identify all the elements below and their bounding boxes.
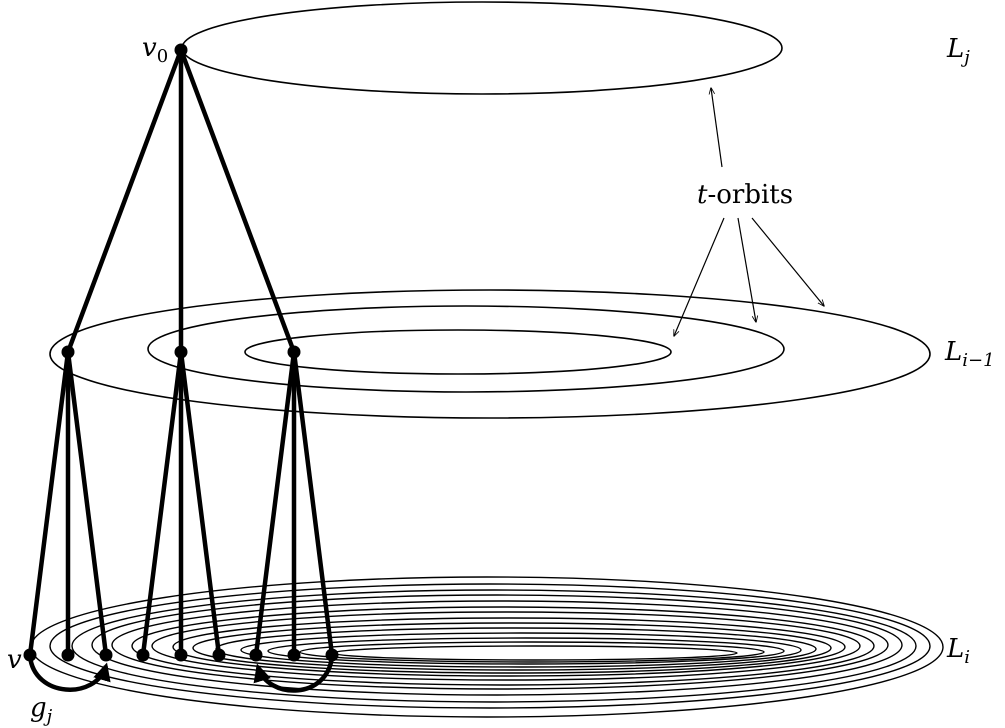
t-orbits-arrows — [674, 88, 824, 336]
edge-left-3 — [65, 349, 109, 658]
vertex — [174, 345, 188, 359]
edge-left-1 — [27, 349, 71, 658]
vertices — [23, 43, 339, 662]
tree-edges-top — [65, 47, 297, 355]
vertex — [174, 648, 188, 662]
level-label-li: Li — [946, 634, 970, 668]
edge-mid-1 — [140, 349, 184, 658]
vertex — [136, 648, 150, 662]
level-li-orbits — [30, 576, 944, 718]
edge-right-1 — [253, 349, 297, 658]
li-orbit — [111, 600, 889, 690]
vertex — [61, 648, 75, 662]
li-orbit — [151, 611, 861, 681]
level-li-1-orbits — [49, 289, 931, 419]
vertex — [287, 345, 301, 359]
lj-orbit — [181, 1, 783, 95]
edge-v0-left — [65, 47, 184, 355]
arrow-to-outer — [751, 217, 824, 306]
vertex — [287, 648, 301, 662]
gj-arc-right — [253, 655, 335, 693]
vertex-v0 — [174, 43, 188, 57]
label-v0: v0 — [142, 33, 168, 67]
label-v: v — [7, 645, 22, 675]
li-orbit — [332, 645, 738, 661]
li-orbit — [49, 583, 931, 709]
li-orbit — [131, 606, 875, 686]
level-label-lj: Lj — [946, 34, 970, 68]
li-1-orbit-outer — [49, 289, 931, 419]
gj-arc-left — [27, 655, 111, 692]
vertex — [212, 648, 226, 662]
li-orbit — [267, 637, 785, 665]
tree-edges-bottom — [27, 349, 335, 658]
arrow-to-lj — [711, 88, 723, 168]
edge-v0-right — [178, 47, 297, 355]
arrow-to-inner — [674, 217, 725, 336]
edge-mid-3 — [178, 349, 222, 658]
label-gj: gj — [30, 693, 53, 727]
arrow-to-middle — [737, 217, 756, 322]
vertex — [325, 648, 339, 662]
li-orbit — [91, 594, 903, 696]
li-orbit — [299, 641, 765, 663]
level-lj-orbits — [181, 1, 783, 95]
gj-arcs — [27, 655, 335, 693]
li-1-orbit-inner — [244, 329, 672, 375]
vertex — [61, 345, 75, 359]
vertex-v — [23, 648, 37, 662]
li-orbit — [240, 632, 802, 668]
li-orbit — [172, 617, 846, 677]
li-orbit — [30, 576, 944, 718]
vertex — [249, 648, 263, 662]
label-t-orbits: t-orbits — [697, 180, 793, 210]
li-1-orbit-middle — [147, 305, 785, 393]
li-orbit — [192, 622, 832, 674]
vertex — [99, 648, 113, 662]
edge-right-3 — [291, 349, 335, 658]
li-orbit — [71, 589, 917, 703]
level-label-li-1: Li−1 — [944, 337, 995, 371]
